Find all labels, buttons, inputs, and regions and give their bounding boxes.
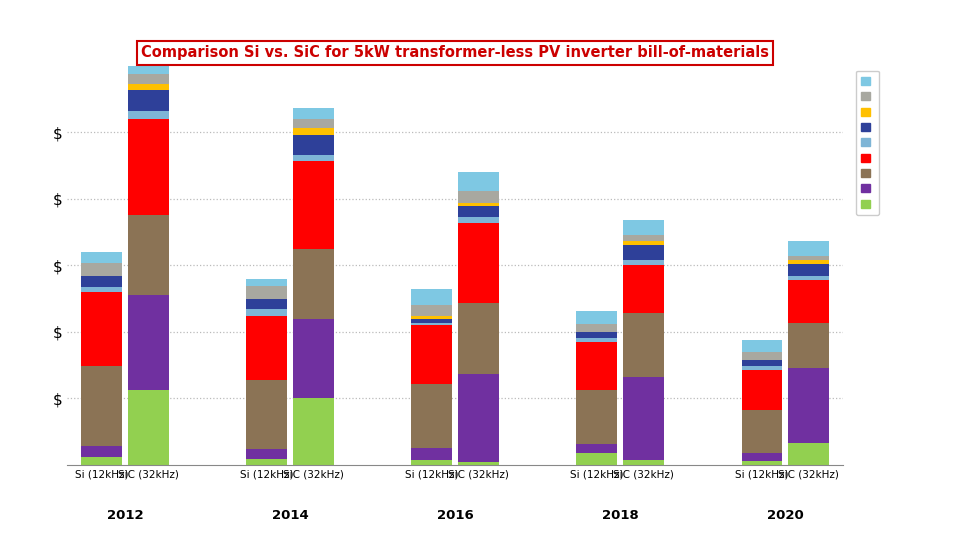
Bar [577,324,617,332]
Bar [458,206,499,217]
Bar [81,457,122,465]
Bar [577,391,617,444]
Title: Comparison Si vs. SiC for 5kW transformer-less PV inverter bill-of-materials: Comparison Si vs. SiC for 5kW transforme… [141,45,769,60]
Bar [458,172,499,191]
Bar [411,325,452,384]
Text: 2018: 2018 [602,509,639,522]
Bar [458,302,499,375]
Bar [741,340,782,352]
Bar [81,287,122,292]
Bar [458,462,499,465]
Bar [293,398,333,465]
Bar [577,338,617,342]
Text: 2020: 2020 [767,509,804,522]
Bar [293,318,333,398]
Bar [293,129,333,135]
Bar [624,220,664,235]
Bar [788,280,829,323]
Bar [246,310,286,316]
Bar [411,384,452,448]
Bar [81,252,122,263]
Bar [577,332,617,338]
Bar [293,155,333,161]
Bar [458,223,499,302]
Bar [624,265,664,313]
Bar [741,370,782,410]
Bar [81,292,122,366]
Bar [741,360,782,366]
Bar [411,289,452,305]
Bar [788,368,829,443]
Bar [246,458,286,465]
Bar [246,380,286,449]
Bar [577,453,617,465]
Bar [246,449,286,458]
Bar [293,119,333,129]
Bar [624,459,664,465]
Bar [741,461,782,465]
Text: 2012: 2012 [106,509,143,522]
Bar [624,313,664,377]
Bar [128,215,169,295]
Bar [293,161,333,249]
Bar [293,108,333,119]
Bar [128,119,169,215]
Bar [411,318,452,323]
Bar [577,342,617,391]
Bar [411,305,452,316]
Bar [788,260,829,264]
Legend: , , , , , , , , : , , , , , , , , [855,71,879,215]
Bar [246,316,286,380]
Bar [741,410,782,453]
Bar [788,276,829,280]
Bar [128,90,169,111]
Bar [458,191,499,203]
Bar [458,217,499,223]
Bar [624,260,664,265]
Bar [411,316,452,318]
Bar [741,366,782,370]
Bar [128,84,169,90]
Bar [788,323,829,368]
Bar [81,276,122,287]
Bar [293,135,333,155]
Bar [246,286,286,299]
Bar [81,366,122,446]
Bar [128,55,169,74]
Bar [128,111,169,119]
Text: 2016: 2016 [437,509,473,522]
Bar [788,443,829,465]
Bar [458,375,499,462]
Bar [128,74,169,84]
Bar [624,377,664,459]
Bar [577,311,617,324]
Text: 2014: 2014 [271,509,308,522]
Bar [128,391,169,465]
Bar [624,245,664,260]
Bar [246,278,286,286]
Bar [741,453,782,461]
Bar [411,459,452,465]
Bar [81,263,122,276]
Bar [788,264,829,276]
Bar [293,249,333,318]
Bar [624,235,664,241]
Bar [788,241,829,255]
Bar [128,295,169,391]
Bar [741,352,782,360]
Bar [458,203,499,206]
Bar [81,446,122,457]
Bar [788,255,829,260]
Bar [411,323,452,325]
Bar [577,444,617,453]
Bar [624,241,664,245]
Bar [246,299,286,310]
Bar [411,448,452,459]
